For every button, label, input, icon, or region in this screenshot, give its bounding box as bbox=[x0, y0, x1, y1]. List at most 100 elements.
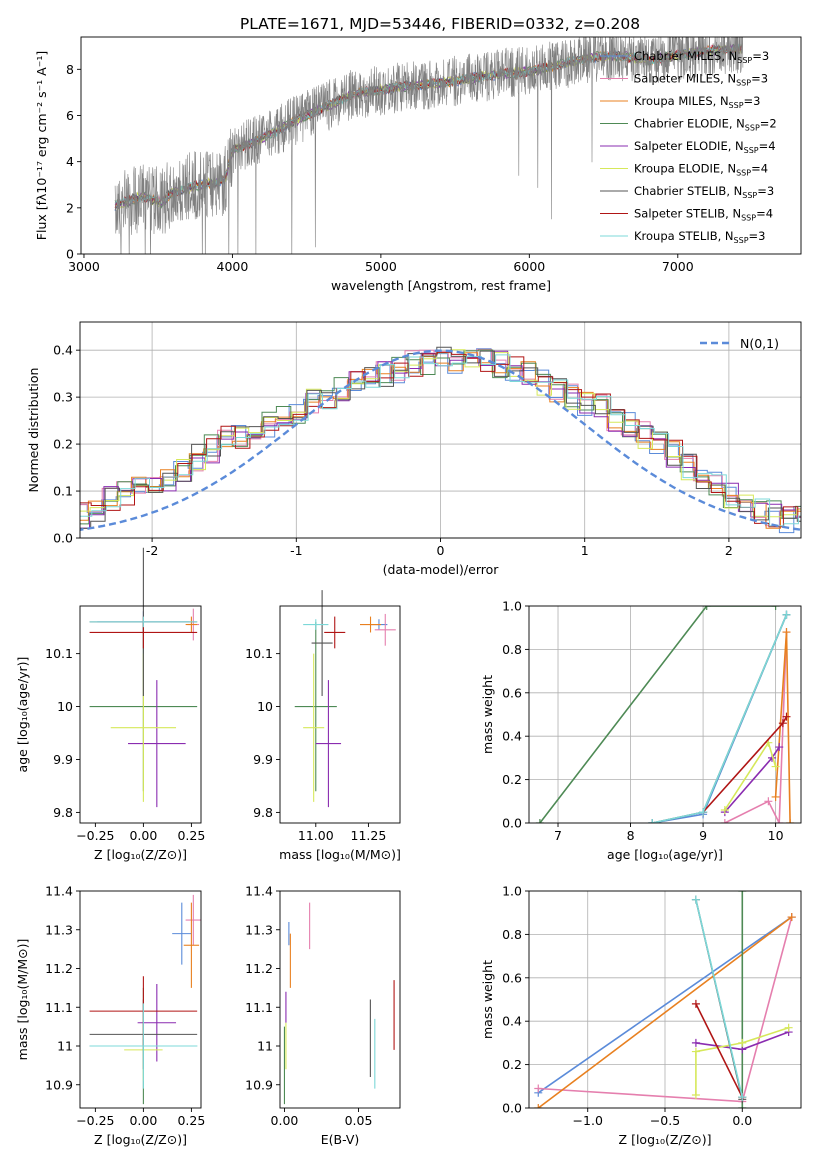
weight-line bbox=[695, 1003, 744, 1098]
weight-line bbox=[702, 716, 788, 813]
weight-line bbox=[724, 631, 788, 823]
weight-marker bbox=[691, 999, 700, 1008]
x-tick-label: 7000 bbox=[662, 259, 694, 274]
histogram-step bbox=[80, 348, 801, 534]
x-tick-label: -2 bbox=[146, 543, 158, 558]
weight-lines bbox=[535, 606, 795, 823]
weight-marker bbox=[771, 762, 780, 771]
x-tick-label: 0.05 bbox=[345, 1113, 373, 1128]
x-tick-label: 2 bbox=[725, 543, 733, 558]
plot-area-age_vs_mass bbox=[294, 590, 396, 808]
legend-label: Chabrier MILES, NSSP=3 bbox=[634, 49, 769, 65]
y-axis-label: Flux [fλ10⁻¹⁷ erg cm⁻² s⁻¹ A⁻¹] bbox=[34, 51, 49, 240]
axes-frame bbox=[79, 605, 202, 824]
gaussian-curve bbox=[80, 349, 801, 532]
axes-frame bbox=[79, 890, 202, 1109]
axes-frame bbox=[528, 605, 802, 824]
weight-line bbox=[537, 916, 793, 1094]
x-tick-label: 11.25 bbox=[351, 828, 387, 843]
x-axis-label: mass [log₁₀(M/M⊙)] bbox=[279, 847, 401, 862]
axes-frame bbox=[279, 890, 401, 1109]
weight-line bbox=[652, 614, 788, 823]
axes-residuals: -2 -1 0 1 2 0.0 0.1 0.2 0.3 0.4 (data-model)/error… bbox=[26, 321, 802, 577]
histogram-step bbox=[80, 348, 801, 527]
axes-spectrum: 3000 4000 5000 6000 7000 0 2 4 6 8 wavelength [Ang… bbox=[34, 36, 802, 293]
plot-area-age_vs_Z bbox=[89, 547, 200, 808]
weight-marker bbox=[775, 819, 784, 823]
x-tick-label: 0.25 bbox=[177, 828, 205, 843]
y-tick-label: 11.2 bbox=[45, 961, 73, 976]
x-tick-label: 0.0 bbox=[732, 1113, 752, 1128]
histogram-step bbox=[80, 354, 801, 527]
weight-marker bbox=[702, 606, 711, 610]
y-tick-label: 0.2 bbox=[502, 1057, 522, 1072]
x-tick-label: −0.5 bbox=[650, 1113, 680, 1128]
y-tick-label: 0.6 bbox=[502, 685, 522, 700]
plot-area-weight_vs_age bbox=[535, 606, 795, 823]
weight-marker bbox=[648, 819, 657, 823]
y-tick-label: 1.0 bbox=[502, 599, 522, 614]
x-tick-label: −0.25 bbox=[76, 1113, 114, 1128]
legend-label: Chabrier STELIB, NSSP=3 bbox=[634, 184, 774, 200]
y-axis-label: mass [log₁₀(M/M⊙)] bbox=[15, 939, 30, 1061]
axes-age_vs_Z: −0.25 0.00 0.25 9.8 9.9 10 10.1 Z [log₁₀(Z/Z⊙)]… bbox=[15, 547, 205, 862]
y-tick-label: 0.2 bbox=[502, 772, 522, 787]
y-tick-label: 0.0 bbox=[502, 816, 522, 831]
y-tick-label: 10.9 bbox=[245, 1077, 273, 1092]
weight-marker bbox=[691, 895, 700, 904]
weight-marker bbox=[771, 792, 780, 801]
legend-label: Salpeter ELODIE, NSSP=4 bbox=[634, 139, 776, 155]
weight-marker bbox=[771, 606, 780, 610]
x-axis-label: age [log₁₀(age/yr)] bbox=[607, 847, 723, 862]
y-tick-label: 11.1 bbox=[245, 1000, 273, 1015]
legend-label: Salpeter STELIB, NSSP=4 bbox=[634, 207, 773, 223]
x-axis-label: (data-model)/error bbox=[383, 562, 500, 577]
y-tick-label: 8 bbox=[66, 62, 74, 77]
legend-label: Salpeter MILES, NSSP=3 bbox=[634, 72, 768, 88]
y-tick-label: 11.1 bbox=[45, 1000, 73, 1015]
y-tick-label: 6 bbox=[66, 108, 74, 123]
x-tick-label: 9 bbox=[699, 828, 707, 843]
x-axis-label: Z [log₁₀(Z/Z⊙)] bbox=[94, 1132, 187, 1147]
axes-frame bbox=[279, 605, 401, 824]
data-spectrum-line bbox=[114, 37, 744, 254]
x-tick-label: 10 bbox=[768, 828, 784, 843]
y-tick-label: 11.3 bbox=[245, 922, 273, 937]
x-tick-label: 0.00 bbox=[271, 1113, 299, 1128]
histogram-step bbox=[80, 352, 801, 529]
y-tick-label: 0.0 bbox=[502, 1101, 522, 1116]
y-axis-label: mass weight bbox=[480, 675, 495, 754]
y-axis-label: mass weight bbox=[480, 960, 495, 1039]
weight-marker bbox=[738, 1038, 747, 1047]
legend-label: Kroupa ELODIE, NSSP=4 bbox=[634, 162, 768, 178]
weight-marker bbox=[534, 1104, 543, 1108]
weight-lines bbox=[534, 891, 796, 1108]
plot-area-spectrum bbox=[114, 37, 744, 254]
x-axis-label: E(B-V) bbox=[321, 1132, 360, 1147]
y-tick-label: 10 bbox=[257, 699, 273, 714]
weight-marker bbox=[720, 819, 729, 823]
x-tick-label: 5000 bbox=[365, 259, 397, 274]
y-tick-label: 1.0 bbox=[502, 884, 522, 899]
weight-marker bbox=[782, 610, 791, 619]
x-tick-label: 8 bbox=[627, 828, 635, 843]
x-axis-label: Z [log₁₀(Z/Z⊙)] bbox=[619, 1132, 712, 1147]
weight-marker bbox=[782, 712, 791, 721]
weight-line bbox=[695, 899, 744, 1098]
weight-marker bbox=[775, 743, 784, 752]
y-tick-label: 9.9 bbox=[53, 752, 73, 767]
axes-age_vs_mass: 11.00 11.25 9.8 9.9 10 10.1 mass [log₁₀(M/M⊙)] bbox=[245, 590, 401, 862]
plot-area-residuals bbox=[80, 346, 801, 534]
axes-mass_vs_EBV: 0.00 0.05 10.9 11 11.1 11.2 11.3 11.4 E(B-V) bbox=[245, 884, 401, 1147]
y-tick-label: 0.2 bbox=[53, 437, 73, 452]
y-tick-label: 11 bbox=[257, 1039, 273, 1054]
axes-weight_vs_Z: −1.0 −0.5 0.0 0.0 0.2 0.4 0.6 0.8 1.0 Z [log₁₀(Z/… bbox=[480, 884, 802, 1147]
y-tick-label: 0.6 bbox=[502, 970, 522, 985]
y-tick-label: 10 bbox=[57, 699, 73, 714]
x-tick-label: 0.00 bbox=[129, 828, 157, 843]
x-tick-label: 4000 bbox=[217, 259, 249, 274]
weight-line bbox=[652, 614, 788, 823]
y-tick-label: 0.3 bbox=[53, 390, 73, 405]
x-axis-label: wavelength [Angstrom, rest frame] bbox=[331, 278, 551, 293]
weight-marker bbox=[699, 808, 708, 817]
